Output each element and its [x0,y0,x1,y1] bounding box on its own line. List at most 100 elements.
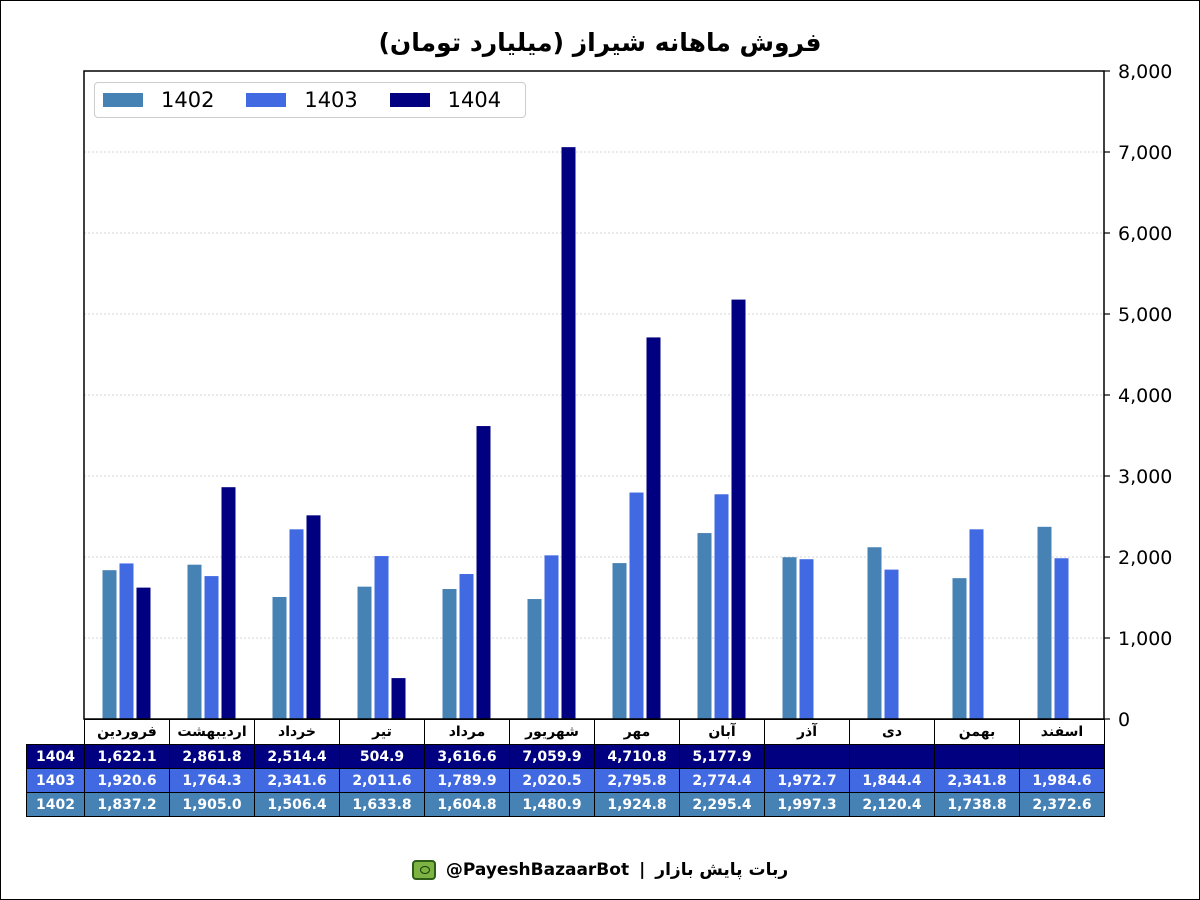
month-label: بهمن [934,719,1020,745]
bar-1403-10 [969,529,984,719]
month-label: شهریور [509,719,595,745]
bar-1403-4 [459,574,474,719]
table-cell: 2,514.4 [254,744,340,769]
y-tick-label: 5,000 [1118,304,1172,326]
table-cell: 1,997.3 [764,792,850,817]
table-corner [27,720,85,745]
table-cell: 2,295.4 [679,792,765,817]
table-cell: 1,789.9 [424,768,510,793]
bar-1402-1 [187,564,202,719]
bar-1403-3 [374,556,389,719]
y-tick-label: 3,000 [1118,466,1172,488]
bar-1404-2 [306,515,321,719]
bar-1403-9 [884,569,899,719]
bar-1402-11 [1037,526,1052,719]
y-tick-label: 1,000 [1118,628,1172,650]
month-label: مرداد [424,719,510,745]
table-row-label: 1404 [26,744,85,769]
y-tick-label: 6,000 [1118,223,1172,245]
bar-1404-0 [136,587,151,719]
bar-1404-5 [561,147,576,720]
bar-1403-7 [714,494,729,719]
legend-entry-1404: 1404 [382,88,525,112]
month-label: آذر [764,719,850,745]
table-cell: 1,738.8 [934,792,1020,817]
bar-1403-8 [799,559,814,719]
bar-1402-3 [357,586,372,719]
table-cell: 2,341.8 [934,768,1020,793]
chart-title: فروش ماهانه شیراز (میلیارد تومان) [378,28,822,57]
month-label: تیر [339,719,425,745]
table-cell: 1,622.1 [84,744,170,769]
footer-handle[interactable]: @PayeshBazaarBot [445,860,630,880]
table-cell: 1,844.4 [849,768,935,793]
bar-1402-4 [442,589,457,719]
bar-1402-2 [272,596,287,719]
bar-1402-10 [952,578,967,719]
legend-swatch [103,93,143,107]
table-cell [1019,744,1105,769]
y-tick-label: 0 [1118,709,1130,731]
table-header-row: فروردین اردیبهشت خرداد تیر مرداد شهریور مهر آبا… [27,719,1105,745]
table-cell: 2,020.5 [509,768,595,793]
table-cell: 1,480.9 [509,792,595,817]
table-row-1404: 1404 1,622.1 2,861.8 2,514.4 504.9 3,616.6 7,0… [26,744,1105,769]
bar-1402-8 [782,557,797,719]
table-cell: 2,372.6 [1019,792,1105,817]
month-label: دی [849,719,935,745]
bar-1403-11 [1054,558,1069,719]
table-cell: 2,795.8 [594,768,680,793]
table-cell: 1,905.0 [169,792,255,817]
legend-swatch [389,93,430,107]
bar-1402-7 [697,533,712,719]
bar-1402-5 [527,599,542,719]
legend: 1402 1403 1404 [94,82,526,118]
table-cell: 1,984.6 [1019,768,1105,793]
table-cell: 2,011.6 [339,768,425,793]
legend-entry-1402: 1402 [95,88,238,112]
footer-brand: ربات پایش بازار [655,860,789,880]
month-label: مهر [594,719,680,745]
table-cell: 1,972.7 [764,768,850,793]
legend-label: 1404 [447,88,502,112]
bar-1403-6 [629,492,644,719]
month-label: اسفند [1019,719,1105,745]
legend-entry-1403: 1403 [238,88,381,112]
table-cell: 1,633.8 [339,792,425,817]
month-label: فروردین [84,719,170,745]
bar-1402-9 [867,547,882,719]
bar-1404-7 [731,299,746,719]
bar-1404-1 [221,487,236,719]
bar-1404-3 [391,678,406,719]
bar-1403-1 [204,576,219,719]
bar-1402-0 [102,570,117,719]
bar-1403-0 [119,563,134,719]
table-cell: 4,710.8 [594,744,680,769]
bar-1403-5 [544,555,559,719]
table-cell: 2,774.4 [679,768,765,793]
table-cell: 3,616.6 [424,744,510,769]
month-label: اردیبهشت [169,719,255,745]
table-cell [934,744,1020,769]
table-cell: 2,120.4 [849,792,935,817]
table-cell: 1,604.8 [424,792,510,817]
month-label: آبان [679,719,765,745]
y-tick-label: 8,000 [1118,61,1172,83]
footer-separator: | [639,860,646,880]
table-cell: 1,920.6 [84,768,170,793]
bar-1403-2 [289,529,304,719]
bar-1402-6 [612,563,627,719]
table-row-label: 1402 [26,792,85,817]
table-row-1402: 1402 1,837.2 1,905.0 1,506.4 1,633.8 1,604.8 1… [26,792,1105,817]
month-label: خرداد [254,719,340,745]
table-cell: 2,861.8 [169,744,255,769]
table-cell: 2,341.6 [254,768,340,793]
table-cell: 1,764.3 [169,768,255,793]
legend-label: 1403 [304,88,358,112]
y-tick-label: 2,000 [1118,547,1172,569]
tv-bot-icon [411,860,436,880]
table-cell: 1,506.4 [254,792,340,817]
footer: @PayeshBazaarBot | ربات پایش بازار [0,856,1200,884]
table-cell [849,744,935,769]
